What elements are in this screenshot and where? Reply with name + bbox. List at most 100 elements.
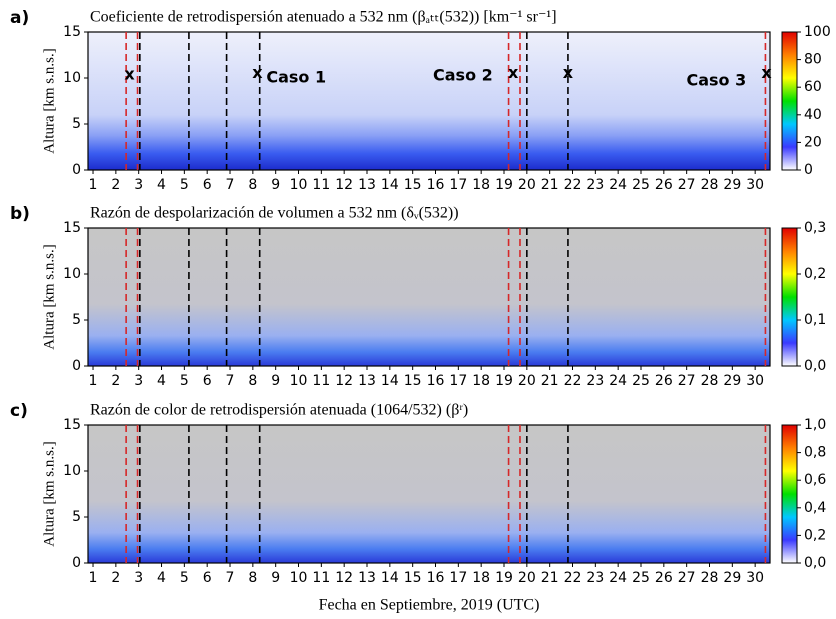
x-tick-label: 8 <box>248 177 257 193</box>
panel-title: Coeficiente de retrodispersión atenuado … <box>90 9 557 26</box>
panel-title: Razón de despolarización de volumen a 53… <box>90 205 459 222</box>
x-tick-label: 6 <box>203 570 212 586</box>
x-tick-label: 29 <box>723 177 741 193</box>
x-tick-label: 17 <box>449 373 467 389</box>
x-tick-label: 11 <box>312 570 330 586</box>
x-tick-label: 1 <box>89 570 98 586</box>
curtain-image <box>88 32 770 170</box>
x-tick-label: 5 <box>180 570 189 586</box>
x-tick-label: 15 <box>404 570 422 586</box>
x-tick-label: 27 <box>678 373 696 389</box>
x-tick-label: 11 <box>312 373 330 389</box>
colorbar-tick-label: 0,6 <box>804 472 826 488</box>
colorbar-tick-label: 1,0 <box>804 417 826 433</box>
x-tick-label: 7 <box>226 177 235 193</box>
x-tick-label: 14 <box>381 177 399 193</box>
colorbar-tick-label: 0,8 <box>804 445 826 461</box>
y-axis-label: Altura [km s.n.s.] <box>41 441 57 546</box>
panel-label: b) <box>10 204 30 224</box>
x-tick-label: 27 <box>678 570 696 586</box>
x-tick-label: 25 <box>632 373 650 389</box>
y-tick-label: 10 <box>63 266 81 282</box>
x-tick-label: 12 <box>335 570 353 586</box>
panel-label: a) <box>10 8 29 28</box>
x-tick-label: 28 <box>701 177 719 193</box>
x-tick-label: 10 <box>290 373 308 389</box>
annotation: x <box>563 63 574 82</box>
colorbar-tick-label: 20 <box>804 134 822 150</box>
x-tick-label: 20 <box>518 177 536 193</box>
x-tick-label: 17 <box>449 177 467 193</box>
x-tick-label: 2 <box>111 570 120 586</box>
plot-frame <box>87 31 771 171</box>
colorbar-tick-label: 0,2 <box>804 527 826 543</box>
x-tick-label: 10 <box>290 177 308 193</box>
x-tick-label: 23 <box>586 570 604 586</box>
annotation: Caso 1 <box>266 68 326 87</box>
x-tick-label: 17 <box>449 570 467 586</box>
x-tick-label: 16 <box>427 570 445 586</box>
colorbar-tick-label: 80 <box>804 52 822 68</box>
annotation: x <box>252 63 263 82</box>
colorbar <box>781 227 798 367</box>
x-tick-label: 22 <box>564 570 582 586</box>
x-tick-label: 13 <box>358 570 376 586</box>
x-tick-label: 4 <box>157 570 166 586</box>
x-tick-label: 9 <box>271 373 280 389</box>
x-tick-label: 30 <box>746 570 764 586</box>
x-tick-label: 11 <box>312 177 330 193</box>
panel-label: c) <box>10 401 28 421</box>
x-tick-label: 3 <box>134 177 143 193</box>
x-axis-label: Fecha en Septiembre, 2019 (UTC) <box>319 597 540 614</box>
x-tick-label: 26 <box>655 373 673 389</box>
x-tick-label: 14 <box>381 373 399 389</box>
y-tick-label: 0 <box>72 555 81 571</box>
x-tick-label: 6 <box>203 373 212 389</box>
x-tick-label: 6 <box>203 177 212 193</box>
y-tick-label: 0 <box>72 358 81 374</box>
x-tick-label: 1 <box>89 373 98 389</box>
colorbar-tick-label: 60 <box>804 79 822 95</box>
y-axis-label: Altura [km s.n.s.] <box>41 244 57 349</box>
x-tick-label: 4 <box>157 373 166 389</box>
x-tick-label: 29 <box>723 373 741 389</box>
y-tick-label: 15 <box>63 24 81 40</box>
x-tick-label: 23 <box>586 373 604 389</box>
colorbar-tick-label: 0,3 <box>804 220 826 236</box>
annotation: x <box>508 63 519 82</box>
x-tick-label: 2 <box>111 177 120 193</box>
y-tick-label: 5 <box>72 312 81 328</box>
x-tick-label: 21 <box>541 177 559 193</box>
y-axis-label: Altura [km s.n.s.] <box>41 48 57 153</box>
x-tick-label: 5 <box>180 177 189 193</box>
x-tick-label: 15 <box>404 177 422 193</box>
x-tick-label: 9 <box>271 570 280 586</box>
y-tick-label: 15 <box>63 417 81 433</box>
plot-frame <box>87 227 771 367</box>
x-tick-label: 3 <box>134 570 143 586</box>
x-tick-label: 24 <box>609 373 627 389</box>
annotation: x <box>124 65 135 84</box>
x-tick-label: 26 <box>655 570 673 586</box>
x-tick-label: 23 <box>586 177 604 193</box>
x-tick-label: 22 <box>564 373 582 389</box>
x-tick-label: 20 <box>518 373 536 389</box>
x-tick-label: 26 <box>655 177 673 193</box>
y-tick-label: 10 <box>63 463 81 479</box>
x-tick-label: 28 <box>701 373 719 389</box>
x-tick-label: 30 <box>746 177 764 193</box>
x-tick-label: 14 <box>381 570 399 586</box>
x-tick-label: 3 <box>134 373 143 389</box>
colorbar-tick-label: 0,0 <box>804 358 826 374</box>
x-tick-label: 30 <box>746 373 764 389</box>
x-tick-label: 10 <box>290 570 308 586</box>
x-tick-label: 24 <box>609 570 627 586</box>
x-tick-label: 18 <box>472 373 490 389</box>
colorbar-tick-label: 0,2 <box>804 266 826 282</box>
colorbar-tick-label: 40 <box>804 107 822 123</box>
x-tick-label: 29 <box>723 570 741 586</box>
colorbar-tick-label: 100 <box>804 24 831 40</box>
x-tick-label: 15 <box>404 373 422 389</box>
x-tick-label: 1 <box>89 177 98 193</box>
